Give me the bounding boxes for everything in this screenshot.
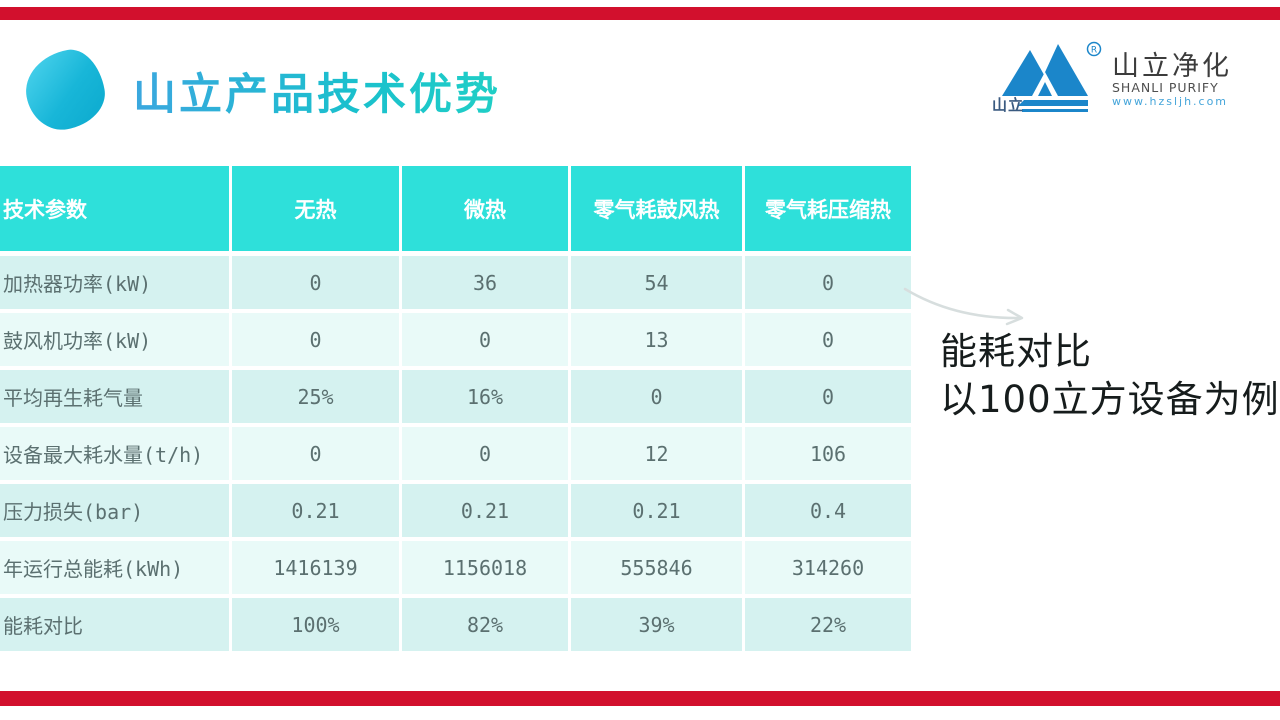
row-label: 鼓风机功率(kW) (0, 313, 229, 366)
table-header-cell: 无热 (232, 166, 399, 251)
row-value: 13 (571, 313, 742, 366)
table-row: 能耗对比 100% 82% 39% 22% (0, 598, 911, 651)
table-row: 压力损失(bar) 0.21 0.21 0.21 0.4 (0, 484, 911, 537)
page-title: 山立产品技术优势 (133, 60, 501, 122)
table-row: 年运行总能耗(kWh) 1416139 1156018 555846 31426… (0, 541, 911, 594)
spec-table: 技术参数 无热 微热 零气耗鼓风热 零气耗压缩热 加热器功率(kW) 0 36 … (0, 166, 911, 651)
table-header-cell: 零气耗压缩热 (745, 166, 911, 251)
row-label: 平均再生耗气量 (0, 370, 229, 423)
row-label: 年运行总能耗(kWh) (0, 541, 229, 594)
table-row: 加热器功率(kW) 0 36 54 0 (0, 256, 911, 309)
table-row: 设备最大耗水量(t/h) 0 0 12 106 (0, 427, 911, 480)
logo-mark-label: 山立 (992, 96, 1025, 114)
logo-website-text: www.hzsljh.com (1112, 95, 1229, 108)
row-value: 0.4 (745, 484, 911, 537)
annotation-text: 能耗对比 以100立方设备为例 (940, 328, 1280, 424)
row-value: 16% (402, 370, 568, 423)
row-value: 555846 (571, 541, 742, 594)
row-value: 39% (571, 598, 742, 651)
top-red-bar (0, 7, 1280, 20)
row-value: 0 (745, 313, 911, 366)
row-label: 设备最大耗水量(t/h) (0, 427, 229, 480)
table-header-cell: 微热 (402, 166, 568, 251)
annotation-line1: 能耗对比 (940, 330, 1092, 373)
row-value: 314260 (745, 541, 911, 594)
pointer-arrow-icon (903, 287, 1024, 326)
row-label: 加热器功率(kW) (0, 256, 229, 309)
company-logo: R 山立 山立净化 SHANLI PURIFY www.hzsljh.com (988, 40, 1234, 116)
row-value: 0 (402, 313, 568, 366)
row-value: 0 (745, 256, 911, 309)
row-value: 0 (745, 370, 911, 423)
mountain-logo-icon: R (1002, 41, 1102, 112)
logo-company-name-cn: 山立净化 (1112, 51, 1232, 82)
row-label: 能耗对比 (0, 598, 229, 651)
row-value: 0 (571, 370, 742, 423)
annotation-line2: 以100立方设备为例 (940, 378, 1280, 421)
logo-text-block: 山立净化 SHANLI PURIFY www.hzsljh.com (1112, 51, 1234, 109)
row-value: 0 (402, 427, 568, 480)
row-value: 0.21 (571, 484, 742, 537)
bottom-red-bar (0, 691, 1280, 706)
row-value: 1156018 (402, 541, 568, 594)
row-value: 0.21 (232, 484, 399, 537)
row-value: 1416139 (232, 541, 399, 594)
logo-company-name-en: SHANLI PURIFY (1112, 80, 1219, 95)
table-header-cell: 零气耗鼓风热 (571, 166, 742, 251)
row-value: 0.21 (402, 484, 568, 537)
table-row: 鼓风机功率(kW) 0 0 13 0 (0, 313, 911, 366)
registered-mark: R (1091, 46, 1097, 56)
row-value: 0 (232, 427, 399, 480)
row-value: 54 (571, 256, 742, 309)
row-value: 22% (745, 598, 911, 651)
row-value: 0 (232, 256, 399, 309)
row-value: 0 (232, 313, 399, 366)
title-blob-decoration (19, 44, 111, 136)
row-value: 106 (745, 427, 911, 480)
row-value: 36 (402, 256, 568, 309)
row-label: 压力损失(bar) (0, 484, 229, 537)
table-header-cell: 技术参数 (0, 166, 229, 251)
row-value: 12 (571, 427, 742, 480)
table-row: 平均再生耗气量 25% 16% 0 0 (0, 370, 911, 423)
row-value: 100% (232, 598, 399, 651)
row-value: 82% (402, 598, 568, 651)
table-header-row: 技术参数 无热 微热 零气耗鼓风热 零气耗压缩热 (0, 166, 911, 251)
row-value: 25% (232, 370, 399, 423)
